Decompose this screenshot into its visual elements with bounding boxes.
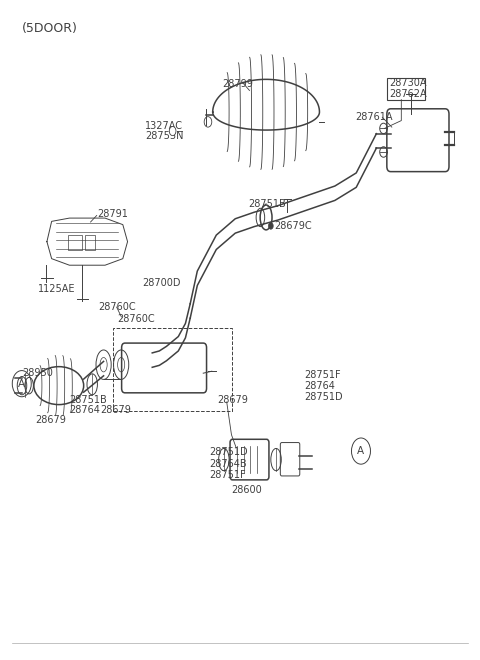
Text: 28764B: 28764B [209, 459, 247, 469]
Circle shape [169, 127, 176, 136]
Text: 28760C: 28760C [118, 314, 155, 324]
Text: 28764: 28764 [304, 381, 335, 391]
Bar [113, 328, 232, 411]
Text: A: A [18, 379, 25, 389]
Text: 28764: 28764 [69, 405, 100, 416]
Text: 28679: 28679 [35, 414, 66, 424]
Text: 28791: 28791 [97, 209, 129, 218]
Text: 28762A: 28762A [389, 89, 427, 100]
Text: 28679C: 28679C [274, 221, 312, 231]
Text: 28761A: 28761A [355, 112, 392, 122]
Bar [387, 78, 425, 100]
Text: 28751F: 28751F [209, 470, 246, 480]
Text: 28679: 28679 [100, 405, 131, 416]
Text: A: A [358, 446, 364, 456]
Text: 28950: 28950 [23, 368, 54, 378]
Text: 28755N: 28755N [145, 131, 184, 141]
Circle shape [268, 222, 273, 229]
Text: 28600: 28600 [231, 485, 262, 496]
Text: (5DOOR): (5DOOR) [22, 22, 78, 36]
Text: 28751B: 28751B [249, 199, 286, 209]
Text: 1125AE: 1125AE [38, 284, 76, 294]
Text: 28751D: 28751D [209, 447, 248, 457]
Text: 1327AC: 1327AC [145, 121, 183, 131]
Text: 28679: 28679 [217, 395, 248, 405]
Text: 28760C: 28760C [98, 302, 136, 312]
Text: 28751D: 28751D [304, 392, 343, 402]
Text: 28751B: 28751B [69, 395, 107, 405]
Text: 28799: 28799 [222, 79, 253, 89]
Text: 28751F: 28751F [304, 370, 341, 379]
Text: 28700D: 28700D [143, 278, 181, 288]
Text: 28730A: 28730A [389, 79, 427, 88]
